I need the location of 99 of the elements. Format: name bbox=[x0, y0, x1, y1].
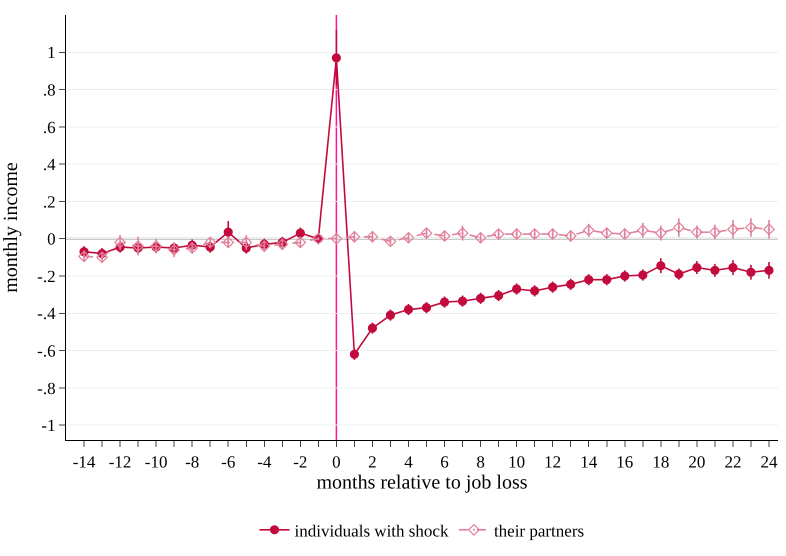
y-tick-label: -.2 bbox=[37, 266, 56, 286]
x-tick-label: 18 bbox=[652, 452, 670, 472]
x-tick-label: -6 bbox=[221, 452, 236, 472]
point bbox=[764, 266, 774, 275]
point bbox=[186, 242, 198, 254]
x-tick-label: 24 bbox=[760, 452, 778, 472]
y-tick-label: .8 bbox=[42, 80, 56, 100]
point bbox=[709, 226, 721, 238]
point bbox=[78, 250, 90, 262]
point bbox=[114, 236, 126, 248]
x-tick-label: 14 bbox=[580, 452, 598, 472]
point bbox=[728, 262, 738, 272]
point bbox=[564, 230, 577, 242]
point bbox=[132, 240, 144, 252]
x-tick-label: -4 bbox=[257, 452, 272, 472]
point bbox=[655, 227, 667, 239]
y-tick-label: .2 bbox=[42, 192, 56, 212]
x-tick-label: 16 bbox=[616, 452, 634, 472]
point bbox=[474, 232, 486, 244]
y-tick-label: .4 bbox=[42, 155, 56, 174]
x-tick-label: 22 bbox=[724, 452, 742, 472]
point bbox=[222, 236, 234, 248]
point bbox=[620, 271, 630, 281]
point bbox=[330, 232, 342, 244]
x-tick-label: -8 bbox=[185, 452, 200, 472]
point bbox=[258, 240, 270, 252]
point bbox=[528, 228, 540, 240]
point bbox=[366, 231, 378, 243]
y-tick-label: 1 bbox=[47, 43, 56, 62]
point bbox=[456, 227, 468, 239]
point bbox=[458, 296, 468, 306]
point bbox=[584, 275, 594, 284]
point bbox=[530, 286, 540, 296]
point bbox=[618, 228, 631, 240]
point bbox=[692, 262, 702, 272]
y-tick-label: 0 bbox=[47, 230, 56, 249]
x-tick-label: -14 bbox=[72, 452, 96, 472]
y-tick-label: -1 bbox=[41, 416, 56, 436]
legend-label: individuals with shock bbox=[294, 521, 449, 540]
point bbox=[422, 303, 432, 312]
point bbox=[168, 244, 180, 256]
y-tick-label: .6 bbox=[42, 118, 56, 137]
point bbox=[276, 238, 288, 250]
point bbox=[296, 228, 305, 238]
point bbox=[674, 270, 684, 279]
point bbox=[224, 228, 233, 237]
point bbox=[602, 275, 612, 284]
point bbox=[96, 252, 108, 264]
point bbox=[350, 350, 360, 359]
point bbox=[494, 290, 504, 300]
point bbox=[566, 280, 576, 289]
point bbox=[638, 270, 648, 280]
y-tick-label: -.4 bbox=[37, 304, 56, 324]
point bbox=[746, 268, 756, 277]
point bbox=[332, 53, 341, 62]
point bbox=[637, 224, 649, 236]
point bbox=[492, 228, 504, 240]
point bbox=[512, 284, 522, 294]
point bbox=[420, 227, 432, 239]
y-tick-label: -.8 bbox=[37, 378, 56, 398]
point bbox=[510, 228, 522, 240]
point bbox=[763, 224, 775, 236]
x-tick-label: 0 bbox=[332, 452, 341, 472]
point bbox=[745, 222, 757, 234]
x-tick-label: -12 bbox=[108, 452, 132, 472]
point bbox=[710, 266, 720, 275]
point bbox=[384, 236, 396, 248]
point bbox=[402, 232, 414, 244]
x-tick-label: -2 bbox=[293, 452, 308, 472]
x-tick-label: 4 bbox=[404, 452, 414, 472]
point bbox=[348, 231, 360, 243]
x-tick-label: 10 bbox=[508, 452, 526, 472]
x-tick-label: 8 bbox=[476, 452, 485, 472]
point bbox=[476, 294, 486, 303]
y-tick-label: -.6 bbox=[37, 341, 56, 360]
point bbox=[582, 224, 595, 236]
point bbox=[294, 236, 306, 248]
legend-label: their partners bbox=[494, 521, 584, 540]
point bbox=[240, 236, 252, 248]
point bbox=[656, 261, 666, 270]
point bbox=[440, 297, 450, 307]
point bbox=[673, 222, 685, 234]
point bbox=[438, 230, 450, 242]
x-tick-label: 6 bbox=[440, 452, 449, 472]
point bbox=[548, 282, 558, 292]
point bbox=[404, 304, 414, 314]
point bbox=[204, 236, 216, 248]
x-tick-label: -10 bbox=[144, 452, 168, 472]
point bbox=[546, 228, 558, 240]
point bbox=[386, 310, 396, 320]
point bbox=[727, 224, 739, 236]
point bbox=[691, 226, 703, 238]
y-axis-title: monthly income bbox=[0, 162, 22, 293]
x-tick-label: 2 bbox=[368, 452, 377, 472]
point bbox=[368, 324, 378, 333]
point bbox=[600, 227, 613, 239]
x-tick-label: 12 bbox=[544, 452, 562, 472]
x-axis-title: months relative to job loss bbox=[316, 471, 528, 494]
x-tick-label: 20 bbox=[688, 452, 706, 472]
